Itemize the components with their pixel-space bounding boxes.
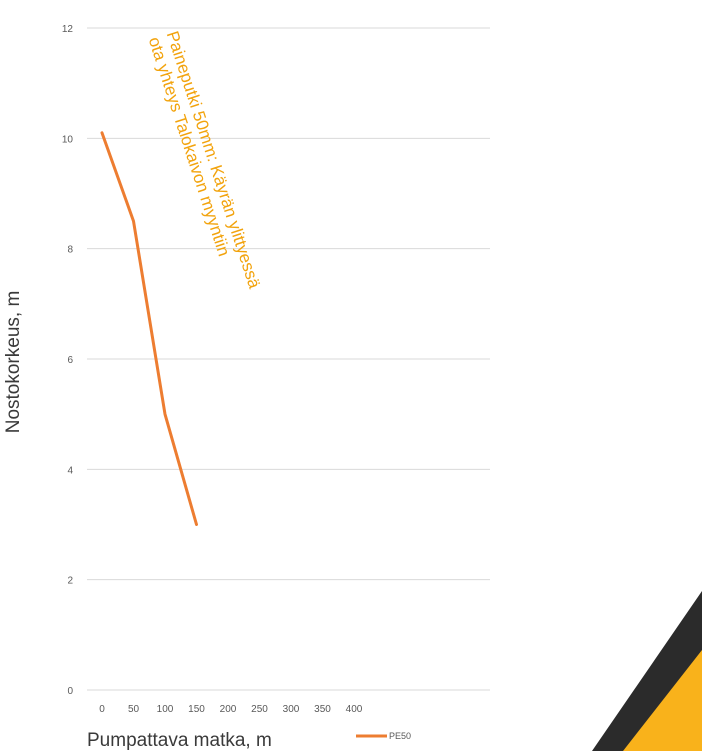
x-tick-label: 150 [188,704,205,715]
y-axis-title: Nostokorkeus, m [3,291,24,434]
legend-label-pe50: PE50 [389,731,411,741]
y-tick-label: 8 [67,245,73,256]
x-tick-label: 50 [128,704,140,715]
y-tick-label: 10 [62,134,74,145]
series-lines [100,131,198,526]
legend: PE50 [356,731,411,741]
y-tick-label: 4 [67,465,73,476]
x-tick-label: 100 [157,704,174,715]
corner-decoration [592,591,702,751]
corner-accent-band [623,650,702,751]
annotation: Paineputki 50mm: Käyrän ylittyessä ota y… [145,29,265,291]
x-axis-title: Pumpattava matka, m [87,730,272,751]
x-axis-ticks: 0 50 100 150 200 250 300 350 400 [99,704,363,715]
x-tick-label: 200 [220,704,237,715]
x-tick-label: 300 [283,704,300,715]
y-tick-label: 2 [67,576,73,587]
y-tick-label: 0 [67,686,73,697]
y-axis-ticks: 0 2 4 6 8 10 12 [62,24,74,697]
x-tick-label: 350 [314,704,331,715]
series-line-pe50 [100,131,198,526]
x-tick-label: 400 [346,704,363,715]
y-tick-label: 12 [62,24,74,35]
gridlines [87,27,490,691]
x-tick-label: 0 [99,704,105,715]
y-tick-label: 6 [67,355,73,366]
x-tick-label: 250 [251,704,268,715]
